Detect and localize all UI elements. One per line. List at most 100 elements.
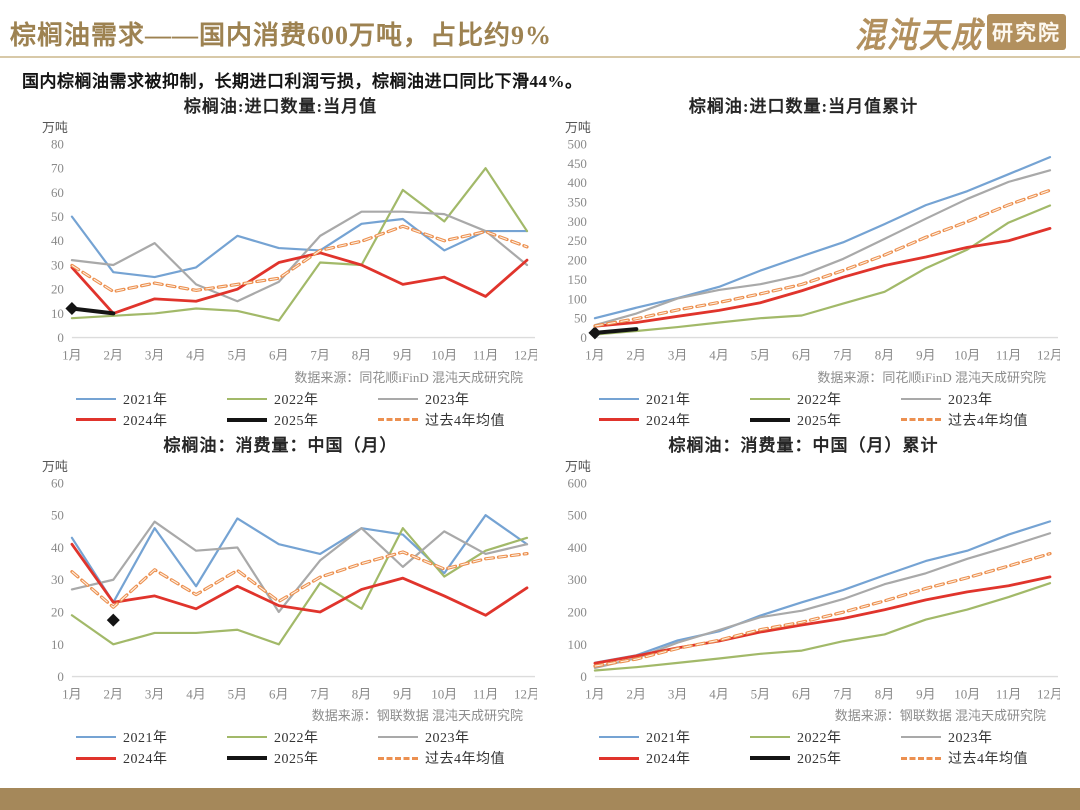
x-tick-label: 7月 — [833, 348, 852, 363]
legend-item-2022年: 2022年 — [750, 728, 901, 746]
series-marker-2025年 — [588, 326, 602, 340]
x-tick-label: 10月 — [954, 686, 980, 701]
legend-label: 2025年 — [274, 752, 319, 767]
legend-swatch — [378, 756, 418, 760]
y-tick-label: 50 — [51, 209, 64, 224]
legend-swatch — [76, 756, 116, 760]
x-tick-label: 8月 — [352, 686, 371, 701]
chart-legend: 2021年 2022年 2023年 2024年 2025年 过去4年均值 — [547, 725, 1060, 773]
y-tick-label: 0 — [580, 669, 586, 684]
x-tick-label: 5月 — [228, 686, 247, 701]
legend-item-过去4年均值: 过去4年均值 — [378, 411, 529, 429]
y-tick-label: 200 — [567, 253, 586, 268]
legend-item-2021年: 2021年 — [599, 728, 750, 746]
y-tick-label: 350 — [567, 195, 586, 210]
series-line-2024年 — [593, 574, 1052, 665]
y-tick-label: 0 — [580, 330, 586, 345]
x-tick-label: 7月 — [310, 686, 329, 701]
x-tick-label: 11月 — [996, 686, 1021, 701]
series-line-2025年 — [592, 327, 639, 335]
x-tick-label: 3月 — [145, 686, 164, 701]
chart-legend: 2021年 2022年 2023年 2024年 2025年 过去4年均值 — [24, 725, 537, 773]
legend-item-2025年: 2025年 — [227, 749, 378, 767]
header-divider — [0, 56, 1080, 58]
y-tick-label: 10 — [51, 306, 64, 321]
legend-swatch — [76, 418, 116, 421]
legend-label: 2021年 — [123, 731, 168, 746]
legend-item-2024年: 2024年 — [76, 411, 227, 429]
legend-label: 2023年 — [425, 392, 470, 408]
series-line-2023年 — [593, 169, 1052, 327]
legend-item-2022年: 2022年 — [227, 728, 378, 746]
legend-swatch — [378, 736, 418, 738]
x-tick-label: 6月 — [792, 348, 811, 363]
legend-item-过去4年均值: 过去4年均值 — [901, 411, 1052, 429]
x-tick-label: 12月 — [514, 686, 537, 701]
y-axis-unit: 万吨 — [565, 120, 591, 135]
legend-label: 2021年 — [646, 731, 691, 746]
legend-label: 过去4年均值 — [948, 413, 1028, 429]
legend-swatch — [901, 756, 941, 760]
y-tick-label: 70 — [51, 161, 64, 176]
legend-item-过去4年均值: 过去4年均值 — [378, 749, 529, 767]
line-chart-plot: 万吨 0 10 20 30 40 50 60 1月 2月 3月 4月 5月 6月 7月 8月 9月 10月 11月 1… — [42, 458, 537, 701]
x-tick-label: 3月 — [145, 348, 164, 363]
series-line-2021年 — [70, 513, 529, 603]
y-tick-label: 300 — [567, 572, 586, 587]
legend-label: 2025年 — [274, 413, 319, 429]
legend-swatch — [599, 418, 639, 421]
x-tick-label: 12月 — [1037, 686, 1060, 701]
series-marker-2025年 — [65, 302, 79, 316]
series-line-inner-过去4年均值 — [594, 189, 1051, 327]
x-tick-label: 11月 — [996, 348, 1021, 363]
legend-swatch — [227, 417, 267, 422]
legend-swatch — [750, 417, 790, 422]
legend-item-过去4年均值: 过去4年均值 — [901, 749, 1052, 767]
y-tick-label: 250 — [567, 233, 586, 248]
x-tick-label: 12月 — [514, 348, 537, 363]
page-title: 棕榈油需求——国内消费600万吨，占比约9% — [10, 21, 553, 50]
legend-label: 2023年 — [948, 392, 993, 408]
series-line-inner-过去4年均值 — [71, 225, 528, 293]
series-line-2023年 — [593, 531, 1052, 669]
series-line-2025年 — [69, 306, 116, 316]
logo-script-text: 混沌天成 — [855, 17, 983, 55]
legend-item-2023年: 2023年 — [901, 390, 1052, 408]
y-tick-label: 60 — [51, 185, 64, 200]
legend-swatch — [599, 736, 639, 738]
legend-item-2021年: 2021年 — [76, 390, 227, 408]
y-tick-label: 400 — [567, 539, 586, 554]
x-tick-label: 9月 — [393, 348, 412, 363]
logo: 混沌天成 研究院 — [855, 10, 1066, 56]
legend-swatch — [750, 736, 790, 738]
y-tick-label: 30 — [51, 257, 64, 272]
legend-label: 过去4年均值 — [948, 752, 1028, 767]
legend-item-2024年: 2024年 — [76, 749, 227, 767]
y-tick-label: 10 — [51, 636, 64, 651]
y-tick-label: 100 — [567, 636, 586, 651]
x-tick-label: 11月 — [473, 348, 498, 363]
legend-swatch — [901, 736, 941, 738]
legend-swatch — [901, 418, 941, 421]
legend-item-2025年: 2025年 — [750, 411, 901, 429]
series-line-2021年 — [593, 519, 1052, 664]
x-tick-label: 12月 — [1037, 348, 1060, 363]
charts-grid: 棕榈油:进口数量:当月值 万吨 0 10 20 30 40 50 60 70 80 1月 2月 3月 4月… — [0, 94, 1080, 773]
series-line-2021年 — [70, 215, 529, 279]
legend-label: 2025年 — [797, 413, 842, 429]
chart-title: 棕榈油:进口数量:当月值 — [183, 97, 378, 116]
chart-title: 棕榈油：消费量：中国（月）累计 — [668, 435, 939, 455]
series-marker-2025年 — [106, 613, 120, 627]
x-tick-label: 7月 — [310, 348, 329, 363]
y-tick-label: 600 — [567, 475, 586, 490]
x-tick-label: 11月 — [473, 686, 498, 701]
series-line-2022年 — [70, 167, 529, 322]
x-tick-label: 3月 — [668, 348, 687, 363]
slide-subtitle: 国内棕榈油需求被抑制，长期进口利润亏损，棕榈油进口同比下滑44%。 — [22, 72, 583, 91]
x-tick-label: 6月 — [269, 348, 288, 363]
legend-item-2023年: 2023年 — [378, 390, 529, 408]
legend-item-2025年: 2025年 — [750, 749, 901, 767]
y-tick-label: 20 — [51, 282, 64, 297]
footer-bar — [0, 788, 1080, 810]
x-tick-label: 8月 — [875, 686, 894, 701]
